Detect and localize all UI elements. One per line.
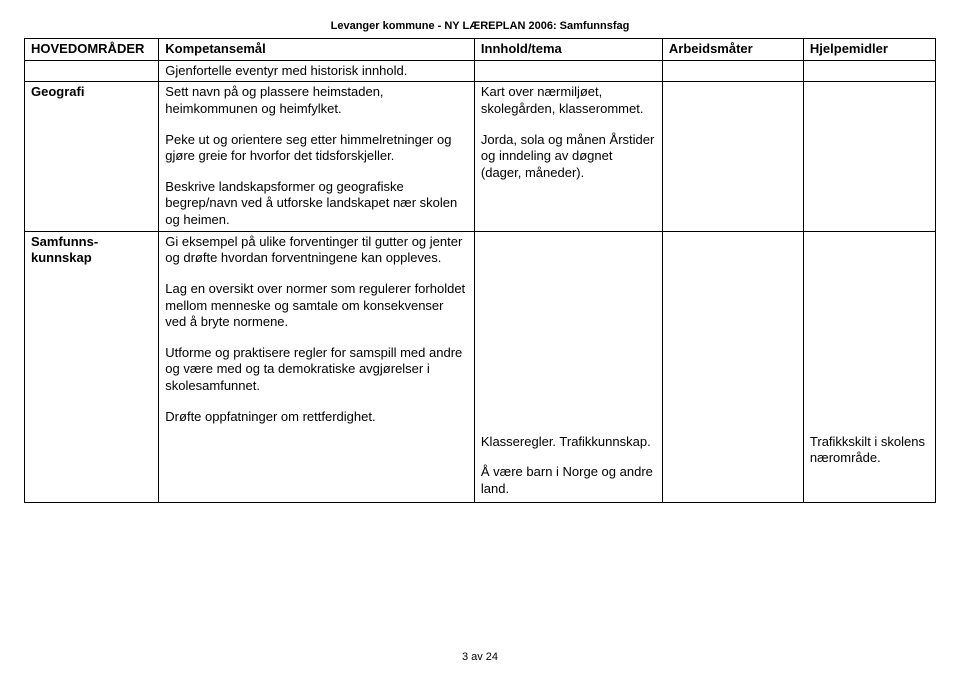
- cell-hovedomrader-geografi: Geografi: [25, 82, 159, 231]
- cell-arbeidsmater: [662, 231, 803, 502]
- col-header-arbeidsmater: Arbeidsmåter: [662, 39, 803, 61]
- cell-hjelpemidler: Trafikkskilt i skolens nærområde.: [803, 231, 935, 502]
- competence-goal-text: Sett navn på og plassere heimstaden, hei…: [165, 84, 468, 117]
- cell-hjelpemidler: [803, 82, 935, 231]
- cell-arbeidsmater: [662, 82, 803, 231]
- cell-kompetansemal: Gjenfortelle eventyr med historisk innho…: [159, 60, 475, 82]
- cell-hovedomrader: [25, 60, 159, 82]
- cell-kompetansemal: Gi eksempel på ulike forventinger til gu…: [159, 231, 475, 502]
- table-row: Geografi Sett navn på og plassere heimst…: [25, 82, 936, 231]
- col-header-kompetansemal: Kompetansemål: [159, 39, 475, 61]
- competence-goal-text: Peke ut og orientere seg etter himmelret…: [165, 132, 468, 165]
- cell-innhold: Klasseregler. Trafikkunnskap. Å være bar…: [474, 231, 662, 502]
- resource-text: Trafikkskilt i skolens nærområde.: [810, 434, 929, 467]
- cell-innhold: Kart over nærmiljøet, skolegården, klass…: [474, 82, 662, 231]
- content-text: Å være barn i Norge og andre land.: [481, 464, 656, 497]
- cell-innhold: [474, 60, 662, 82]
- page-header: Levanger kommune - NY LÆREPLAN 2006: Sam…: [24, 20, 936, 32]
- col-header-hjelpemidler: Hjelpemidler: [803, 39, 935, 61]
- table-row: Gjenfortelle eventyr med historisk innho…: [25, 60, 936, 82]
- table-header-row: HOVEDOMRÅDER Kompetansemål Innhold/tema …: [25, 39, 936, 61]
- curriculum-table: HOVEDOMRÅDER Kompetansemål Innhold/tema …: [24, 38, 936, 503]
- col-header-innhold: Innhold/tema: [474, 39, 662, 61]
- content-text: Kart over nærmiljøet, skolegården, klass…: [481, 84, 656, 117]
- table-row: Samfunns-kunnskap Gi eksempel på ulike f…: [25, 231, 936, 502]
- cell-hovedomrader-samfunnskunnskap: Samfunns-kunnskap: [25, 231, 159, 502]
- competence-goal-text: Drøfte oppfatninger om rettferdighet.: [165, 409, 468, 426]
- cell-kompetansemal: Sett navn på og plassere heimstaden, hei…: [159, 82, 475, 231]
- page-number: 3 av 24: [0, 651, 960, 663]
- competence-goal-text: Gi eksempel på ulike forventinger til gu…: [165, 234, 468, 267]
- competence-goal-text: Beskrive landskapsformer og geografiske …: [165, 179, 468, 229]
- col-header-hovedomrader: HOVEDOMRÅDER: [25, 39, 159, 61]
- content-text: Jorda, sola og månen Årstider og inndeli…: [481, 132, 656, 182]
- cell-arbeidsmater: [662, 60, 803, 82]
- content-text: Klasseregler. Trafikkunnskap.: [481, 434, 656, 451]
- competence-goal-text: Utforme og praktisere regler for samspil…: [165, 345, 468, 395]
- competence-goal-text: Lag en oversikt over normer som regulere…: [165, 281, 468, 331]
- cell-hjelpemidler: [803, 60, 935, 82]
